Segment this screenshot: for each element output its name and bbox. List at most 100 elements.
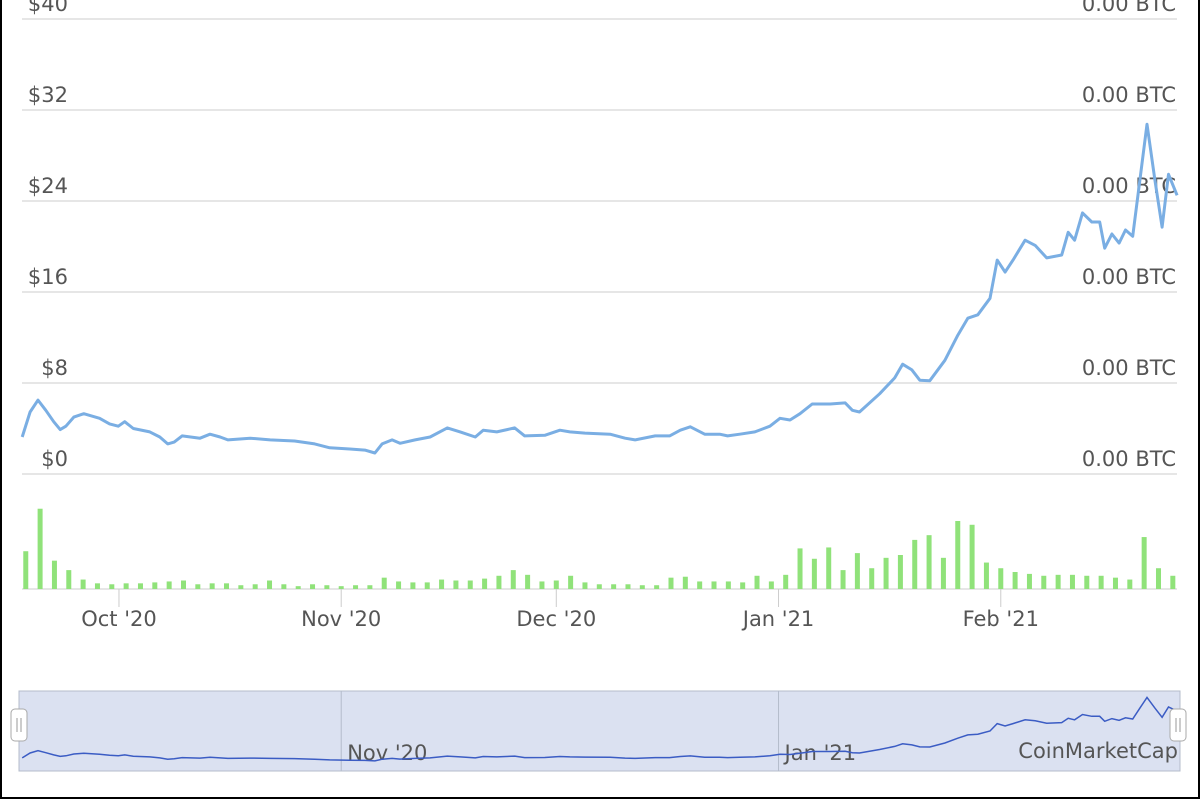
y2-tick-label: 0.00 BTC — [1082, 174, 1176, 198]
volume-bar — [682, 576, 688, 589]
plot: $0 $8 $16 $24 $32 $40 0.00 BTC 0.00 BTC 0.00 BTC… — [20, 0, 1179, 771]
volume-bar — [697, 581, 703, 589]
volume-bar — [94, 583, 100, 589]
volume-bar — [224, 583, 230, 589]
y2-tick-label: 0.00 BTC — [1082, 265, 1176, 289]
volume-bar — [424, 582, 430, 589]
volume-bar — [955, 521, 961, 589]
volume-bar — [51, 560, 57, 589]
volume-bar — [453, 580, 459, 589]
volume-bar — [797, 548, 803, 589]
y-tick-label: $24 — [28, 174, 68, 198]
volume-bar — [367, 585, 373, 589]
volume-bar — [1155, 568, 1161, 589]
y-tick-label: $0 — [41, 447, 68, 471]
volume-bar — [811, 558, 817, 589]
volume-bar — [1170, 575, 1176, 589]
volume-bar — [166, 581, 172, 589]
volume-bar — [109, 584, 115, 589]
volume-bar — [768, 581, 774, 589]
volume-bar — [1012, 572, 1018, 589]
y-tick-label: $32 — [28, 83, 68, 107]
volume-bar — [1098, 575, 1104, 589]
volume-bar — [711, 581, 717, 589]
volume-bar — [381, 577, 387, 589]
volume-bar — [482, 578, 488, 589]
volume-bar — [353, 585, 359, 589]
volume-bar — [467, 580, 473, 589]
x-tick-label: Dec '20 — [516, 607, 596, 631]
volume-bar — [897, 555, 903, 589]
volume-bar — [869, 568, 875, 589]
price-line — [20, 122, 1179, 455]
volume-bar — [23, 551, 29, 589]
volume-bar — [553, 580, 559, 589]
volume-bar — [539, 581, 545, 589]
x-tick-label: Oct '20 — [81, 607, 156, 631]
y-tick-label: $16 — [28, 265, 68, 289]
volume-bar — [1127, 579, 1133, 589]
volume-bar — [940, 557, 946, 589]
volume-bar — [1141, 537, 1147, 589]
volume-bar — [195, 584, 201, 589]
navigator-handle[interactable] — [10, 708, 28, 742]
y2-tick-label: 0.00 BTC — [1082, 0, 1176, 16]
volume-bar — [37, 508, 43, 589]
volume-bar — [625, 584, 631, 589]
volume-bar — [740, 582, 746, 589]
volume-bar — [295, 586, 301, 589]
navigator-tick-label: Nov '20 — [347, 741, 427, 765]
volume-bar — [826, 547, 832, 589]
volume-bar — [281, 584, 287, 589]
volume-bar — [1084, 575, 1090, 589]
volume-bar — [998, 568, 1004, 589]
volume-bar — [654, 585, 660, 589]
volume-bar — [1055, 574, 1061, 589]
volume-bar — [152, 582, 158, 589]
volume-bar — [439, 579, 445, 589]
volume-bar — [969, 524, 975, 589]
volume-bar — [568, 575, 574, 589]
y2-tick-label: 0.00 BTC — [1082, 356, 1176, 380]
y2-tick-label: 0.00 BTC — [1082, 83, 1176, 107]
volume-bar — [725, 581, 731, 589]
volume-bar — [338, 586, 344, 589]
volume-bar — [783, 574, 789, 589]
volume-bar — [754, 575, 760, 589]
volume-bar — [1112, 577, 1118, 589]
volume-bar — [310, 584, 316, 589]
navigator-handle[interactable] — [1169, 708, 1187, 742]
volume-bar — [180, 580, 186, 589]
volume-bar — [252, 584, 258, 589]
x-tick-label: Jan '21 — [741, 607, 815, 631]
volume-bar — [396, 581, 402, 589]
volume-bar — [883, 557, 889, 589]
volume-bar — [854, 553, 860, 589]
navigator[interactable] — [18, 690, 1181, 772]
volume-bar — [80, 579, 86, 589]
volume-bar — [639, 585, 645, 589]
y2-tick-label: 0.00 BTC — [1082, 447, 1176, 471]
y-tick-label: $40 — [28, 0, 68, 16]
volume-bar — [611, 584, 617, 589]
volume-bar — [926, 535, 932, 589]
x-tick-label: Feb '21 — [963, 607, 1039, 631]
y-tick-label: $8 — [41, 356, 68, 380]
volume-bar — [123, 583, 129, 589]
volume-bar — [238, 585, 244, 589]
watermark: CoinMarketCap — [1018, 739, 1178, 763]
x-tick-label: Nov '20 — [301, 607, 381, 631]
volume-bar — [324, 585, 330, 589]
volume-bar — [912, 539, 918, 589]
volume-bar — [840, 570, 846, 589]
volume-bar — [582, 582, 588, 589]
volume-bar — [596, 584, 602, 589]
volume-bar — [209, 583, 215, 589]
volume-bar — [137, 583, 143, 589]
navigator-line — [21, 696, 1178, 762]
volume-bar — [668, 577, 674, 589]
volume-bar — [66, 570, 72, 589]
navigator-tick-label: Jan '21 — [783, 741, 857, 765]
